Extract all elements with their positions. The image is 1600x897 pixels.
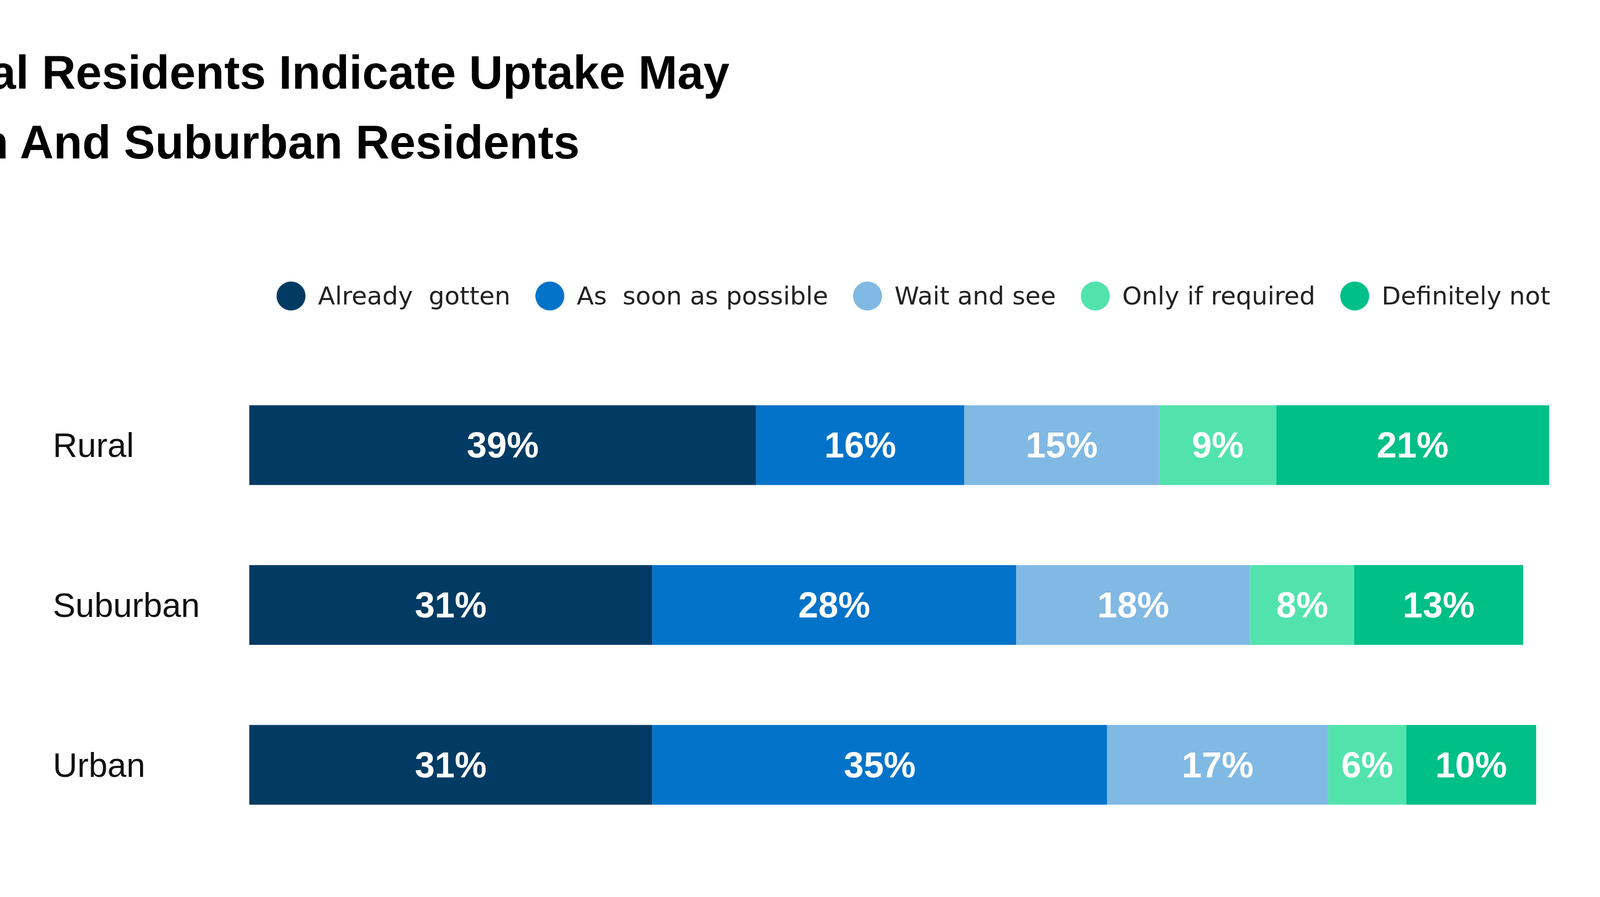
svg-text:18%: 18% bbox=[1097, 585, 1170, 626]
svg-text:Vaccine Intentions Among Rural: Vaccine Intentions Among Rural Residents… bbox=[0, 46, 743, 99]
svg-text:31%: 31% bbox=[414, 745, 487, 786]
svg-text:Wait and see: Wait and see bbox=[894, 281, 1057, 311]
svg-text:17%: 17% bbox=[1181, 745, 1254, 786]
svg-text:Suburban: Suburban bbox=[52, 586, 200, 625]
svg-text:As soon as possible: As soon as possible bbox=[576, 281, 829, 311]
svg-text:Already gotten: Already gotten bbox=[318, 281, 511, 311]
svg-text:9%: 9% bbox=[1191, 425, 1244, 466]
svg-text:Rural: Rural bbox=[52, 426, 135, 465]
svg-text:16%: 16% bbox=[824, 425, 896, 466]
svg-text:39%: 39% bbox=[466, 425, 539, 466]
svg-text:8%: 8% bbox=[1276, 585, 1329, 626]
svg-text:28%: 28% bbox=[798, 585, 871, 626]
svg-text:15%: 15% bbox=[1025, 425, 1098, 466]
svg-text:Definitely not: Definitely not bbox=[1381, 281, 1551, 311]
svg-text:Urban: Urban bbox=[52, 746, 146, 785]
svg-text:21%: 21% bbox=[1376, 425, 1449, 466]
svg-text:35%: 35% bbox=[843, 745, 916, 786]
svg-text:10%: 10% bbox=[1435, 745, 1508, 786]
svg-text:Only if required: Only if required bbox=[1122, 281, 1316, 311]
svg-text:13%: 13% bbox=[1402, 585, 1475, 626]
svg-text:6%: 6% bbox=[1341, 745, 1394, 786]
svg-text:Soon Lag Behind Urban And Subu: Soon Lag Behind Urban And Suburban Resid… bbox=[0, 116, 580, 169]
svg-text:31%: 31% bbox=[414, 585, 487, 626]
